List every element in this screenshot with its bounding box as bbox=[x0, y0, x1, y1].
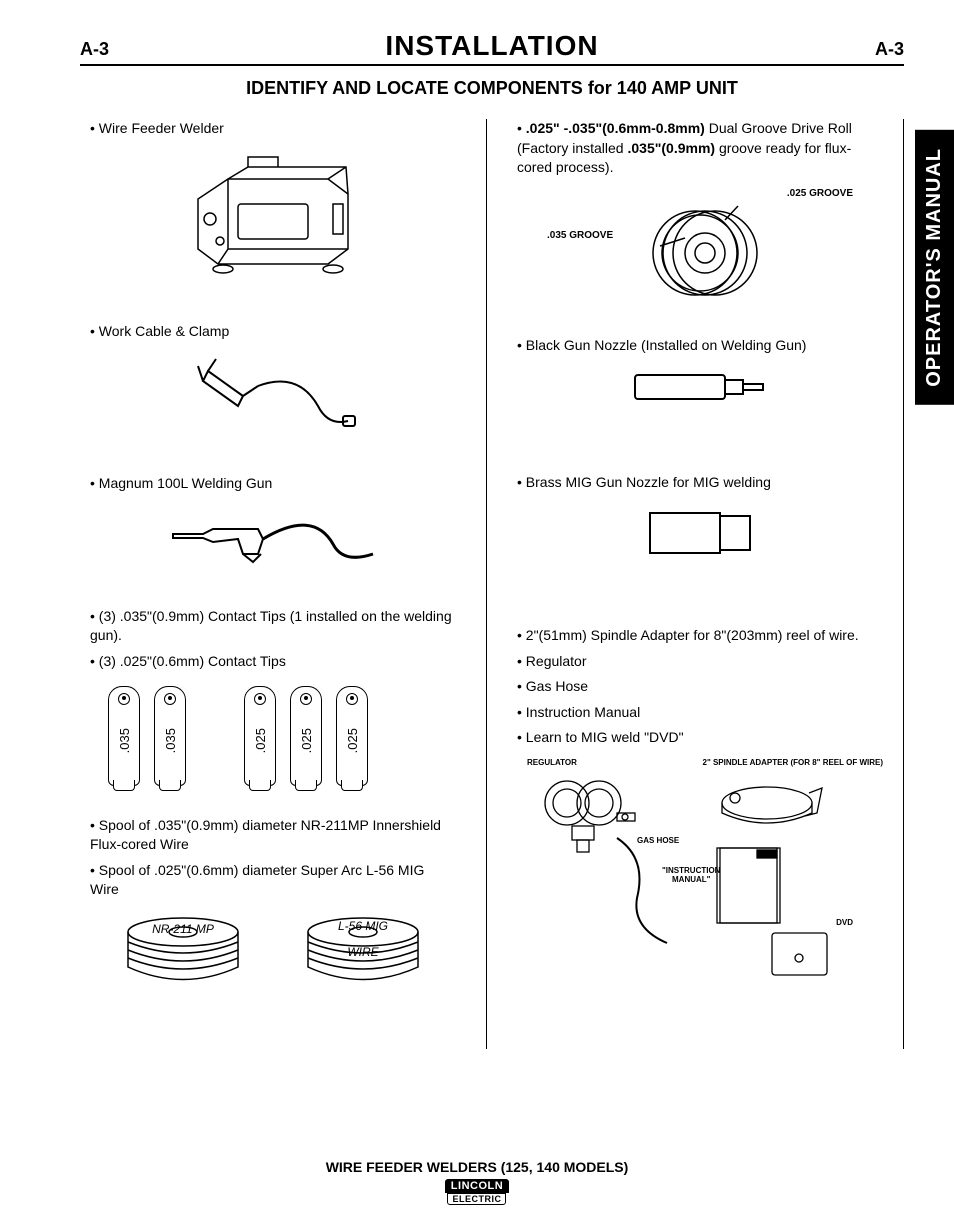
label-tips-025: (3) .025"(0.6mm) Contact Tips bbox=[90, 652, 456, 672]
contact-tip: .035 bbox=[154, 686, 186, 786]
label-tips-035: (3) .035"(0.9mm) Contact Tips (1 install… bbox=[90, 607, 456, 646]
label-work-cable: Work Cable & Clamp bbox=[90, 322, 456, 342]
illus-brass-nozzle bbox=[517, 503, 883, 568]
illus-work-cable bbox=[90, 351, 456, 446]
header-row: A-3 INSTALLATION A-3 bbox=[80, 30, 904, 66]
illus-welding-gun bbox=[90, 504, 456, 579]
label-spool-nr211: Spool of .035"(0.9mm) diameter NR-211MP … bbox=[90, 816, 456, 855]
label-welding-gun: Magnum 100L Welding Gun bbox=[90, 474, 456, 494]
label-gashose: Gas Hose bbox=[517, 677, 883, 697]
label-manual: Instruction Manual bbox=[517, 703, 883, 723]
side-tab: OPERATOR'S MANUAL bbox=[915, 130, 954, 405]
label-dvd: Learn to MIG weld "DVD" bbox=[517, 728, 883, 748]
label-wire-feeder: Wire Feeder Welder bbox=[90, 119, 456, 139]
label-spool-l56: Spool of .025"(0.6mm) diameter Super Arc… bbox=[90, 861, 456, 900]
label-brass-nozzle: Brass MIG Gun Nozzle for MIG welding bbox=[517, 473, 883, 493]
left-column: Wire Feeder Welder bbox=[80, 119, 487, 1049]
section-title: INSTALLATION bbox=[385, 30, 598, 62]
spool-l56: L-56 MIG WIRE bbox=[293, 912, 433, 1029]
page: A-3 INSTALLATION A-3 IDENTIFY AND LOCATE… bbox=[0, 0, 954, 1227]
tips-row: .035 .035 .025 .025 .025 bbox=[108, 686, 456, 786]
contact-tip: .035 bbox=[108, 686, 140, 786]
page-subtitle: IDENTIFY AND LOCATE COMPONENTS for 140 A… bbox=[80, 78, 904, 99]
contact-tip: .025 bbox=[290, 686, 322, 786]
label-spindle-adapter: 2"(51mm) Spindle Adapter for 8"(203mm) r… bbox=[517, 626, 883, 646]
page-number-right: A-3 bbox=[875, 39, 904, 60]
lincoln-logo: LINCOLN ELECTRIC bbox=[445, 1179, 509, 1205]
accessories-diagram: REGULATOR 2" SPINDLE ADAPTER (FOR 8" REE… bbox=[517, 758, 883, 988]
page-number-left: A-3 bbox=[80, 39, 109, 60]
right-column: • .025" -.035"(0.6mm-0.8mm) Dual Groove … bbox=[487, 119, 904, 1049]
footer-text: WIRE FEEDER WELDERS (125, 140 MODELS) bbox=[0, 1159, 954, 1175]
label-black-nozzle: Black Gun Nozzle (Installed on Welding G… bbox=[517, 336, 883, 356]
spools-row: NR-211 MP L-56 MIG WIRE bbox=[90, 912, 456, 1029]
spool-nr211: NR-211 MP bbox=[113, 912, 253, 1029]
footer: WIRE FEEDER WELDERS (125, 140 MODELS) LI… bbox=[0, 1159, 954, 1207]
illus-wire-feeder bbox=[90, 149, 456, 294]
label-drive-roll: • .025" -.035"(0.6mm-0.8mm) Dual Groove … bbox=[517, 119, 883, 178]
illus-black-nozzle bbox=[517, 365, 883, 415]
columns: Wire Feeder Welder bbox=[80, 119, 904, 1049]
label-regulator: Regulator bbox=[517, 652, 883, 672]
illus-drive-roll: .025 GROOVE .035 GROOVE bbox=[517, 188, 883, 308]
contact-tip: .025 bbox=[244, 686, 276, 786]
contact-tip: .025 bbox=[336, 686, 368, 786]
